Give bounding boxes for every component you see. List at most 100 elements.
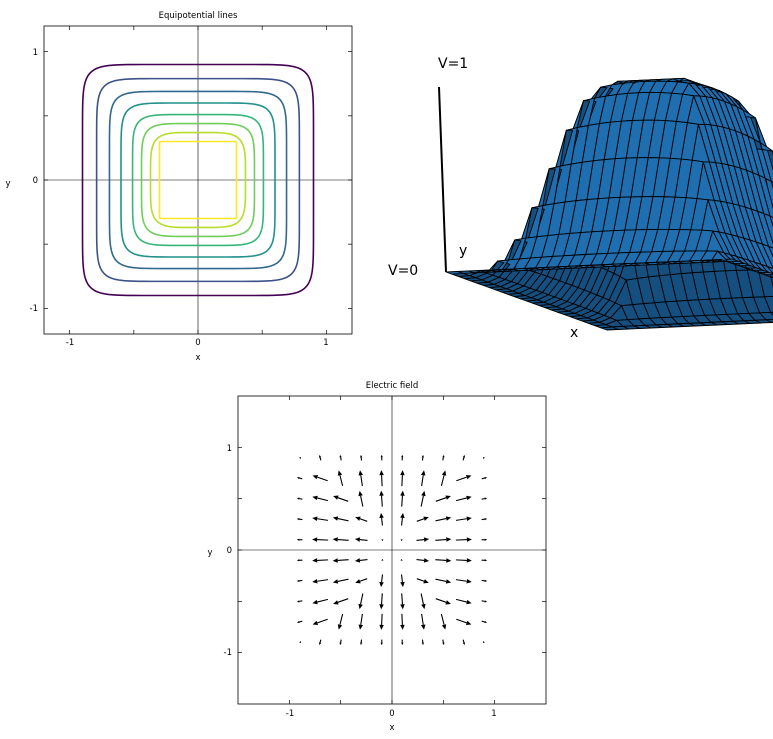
field-arrow-head: [332, 516, 339, 521]
equipotential-ytick-label: -1: [30, 304, 38, 314]
electric-field-xtick-label: 0: [389, 709, 394, 719]
equipotential-ticks: [44, 26, 352, 334]
equipotential-line: [120, 102, 276, 258]
field-arrow-head: [466, 579, 472, 584]
field-arrow-shaft: [339, 475, 344, 487]
field-arrow-head: [446, 537, 452, 542]
field-arrow-head: [401, 642, 404, 646]
potential-surface-chart: V=1 V=0 y x: [388, 56, 773, 341]
field-arrow-head: [421, 490, 426, 497]
field-arrow-head: [442, 642, 445, 646]
field-arrow-head: [379, 490, 384, 496]
field-arrow-shaft: [337, 497, 349, 502]
field-arrow-shaft: [299, 620, 303, 623]
field-arrow-head: [339, 642, 342, 646]
field-arrow-head: [337, 624, 343, 630]
surface-label-v0: V=0: [388, 263, 418, 279]
field-arrow-shaft: [359, 539, 368, 542]
field-arrow-head: [441, 470, 447, 476]
electric-field-xlabel: x: [389, 723, 394, 733]
field-arrow-shaft: [435, 559, 447, 562]
field-arrow-shaft: [381, 475, 383, 487]
field-arrow-shaft: [337, 559, 349, 562]
field-arrow-head: [355, 516, 361, 521]
field-arrow-shaft: [420, 593, 424, 605]
electric-field-arrows: [296, 454, 488, 646]
field-arrow-head: [400, 581, 405, 588]
field-arrow-shaft: [416, 558, 425, 561]
electric-field-ticks: [238, 396, 546, 704]
field-arrow-head: [360, 642, 363, 646]
field-arrow-head: [462, 454, 466, 458]
field-arrow-head: [296, 579, 300, 582]
field-arrow-head: [298, 641, 302, 643]
field-arrow-head: [380, 642, 383, 646]
field-arrow-shaft: [440, 613, 445, 625]
field-arrow-shaft: [456, 476, 467, 482]
field-arrow-head: [446, 558, 452, 563]
field-arrow-shaft: [401, 475, 403, 487]
field-arrow-shaft: [317, 559, 329, 561]
field-arrow-head: [462, 642, 466, 646]
electric-field-ylabel: y: [207, 548, 212, 558]
field-arrow-shaft: [359, 518, 368, 522]
field-arrow-head: [482, 457, 486, 459]
field-arrow-head: [358, 490, 363, 497]
field-arrow-head: [381, 558, 384, 561]
equipotential-line: [108, 90, 288, 270]
field-arrow-head: [421, 642, 424, 646]
field-arrow-head: [312, 537, 318, 542]
field-arrow-shaft: [337, 518, 349, 522]
surface-patch: [445, 271, 464, 275]
field-arrow-head: [421, 624, 426, 630]
field-arrow-shaft: [435, 598, 447, 603]
equipotential-line: [149, 131, 247, 229]
field-arrow-head: [466, 558, 472, 563]
field-arrow-shaft: [455, 598, 467, 603]
equipotential-chart: Equipotential lines -1 0 1 1 0 -1 x y: [5, 11, 353, 363]
surface-label-v1: V=1: [438, 56, 468, 72]
field-arrow-head: [484, 476, 488, 480]
field-arrow-shaft: [440, 475, 445, 487]
field-arrow-shaft: [317, 518, 329, 521]
field-arrow-head: [358, 470, 363, 476]
field-arrow-head: [296, 538, 300, 541]
field-arrow-head: [312, 620, 319, 625]
potential-vertical-axis: [438, 86, 447, 273]
field-arrow-head: [332, 558, 338, 563]
surface-label-y: y: [459, 243, 467, 259]
field-arrow-shaft: [340, 639, 342, 643]
field-arrow-head: [400, 558, 403, 561]
field-arrow-head: [312, 516, 318, 521]
equipotential-xtick-label: 1: [323, 338, 328, 348]
field-arrow-head: [358, 603, 363, 610]
field-arrow-head: [445, 516, 452, 521]
field-arrow-shaft: [359, 558, 368, 561]
field-arrow-shaft: [317, 598, 329, 603]
field-arrow-head: [400, 470, 405, 476]
field-arrow-head: [354, 537, 361, 542]
field-arrow-head: [379, 470, 384, 476]
field-arrow-head: [400, 539, 403, 542]
field-arrow-head: [423, 516, 429, 521]
field-arrow-head: [296, 476, 300, 480]
field-arrow-head: [484, 559, 488, 562]
field-arrow-head: [465, 475, 472, 480]
field-arrow-shaft: [360, 495, 364, 507]
field-arrow-head: [466, 495, 472, 501]
field-arrow-head: [339, 454, 342, 458]
field-arrow-shaft: [319, 457, 322, 461]
field-arrow-shaft: [380, 593, 383, 605]
field-arrow-head: [421, 470, 426, 476]
field-arrow-head: [400, 512, 405, 519]
field-arrow-head: [355, 579, 361, 584]
field-arrow-head: [466, 516, 472, 521]
electric-field-ytick-label: 1: [227, 444, 232, 454]
field-arrow-shaft: [339, 613, 344, 625]
field-arrow-shaft: [416, 539, 425, 542]
equipotential-ylabel: y: [5, 179, 10, 189]
field-arrow-head: [312, 475, 319, 480]
field-arrow-head: [441, 624, 447, 630]
equipotential-xlabel: x: [195, 353, 200, 363]
field-arrow-head: [466, 537, 472, 542]
